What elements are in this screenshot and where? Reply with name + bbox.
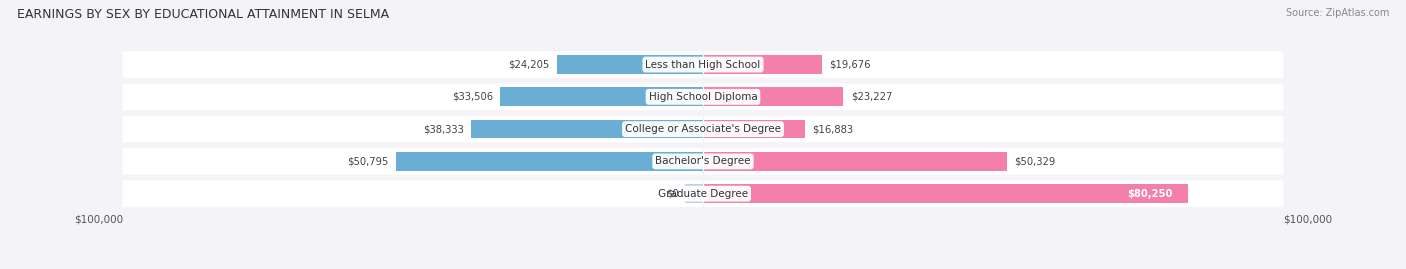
Bar xyxy=(557,55,703,74)
FancyBboxPatch shape xyxy=(122,180,1284,207)
Text: Source: ZipAtlas.com: Source: ZipAtlas.com xyxy=(1285,8,1389,18)
Text: Graduate Degree: Graduate Degree xyxy=(658,189,748,199)
Text: $80,250: $80,250 xyxy=(1128,189,1173,199)
Bar xyxy=(471,120,703,139)
Bar xyxy=(703,152,1007,171)
Text: $0: $0 xyxy=(666,189,679,199)
Text: $19,676: $19,676 xyxy=(830,59,870,70)
Text: High School Diploma: High School Diploma xyxy=(648,92,758,102)
Text: $38,333: $38,333 xyxy=(423,124,464,134)
FancyBboxPatch shape xyxy=(122,84,1284,110)
Bar xyxy=(685,184,703,203)
Text: College or Associate's Degree: College or Associate's Degree xyxy=(626,124,780,134)
Text: $23,227: $23,227 xyxy=(851,92,891,102)
FancyBboxPatch shape xyxy=(122,148,1284,175)
Bar xyxy=(703,120,806,139)
Text: $16,883: $16,883 xyxy=(813,124,853,134)
Text: $50,329: $50,329 xyxy=(1015,156,1056,167)
Text: Bachelor's Degree: Bachelor's Degree xyxy=(655,156,751,167)
FancyBboxPatch shape xyxy=(122,51,1284,78)
Text: $33,506: $33,506 xyxy=(453,92,494,102)
Bar xyxy=(703,87,844,106)
Text: EARNINGS BY SEX BY EDUCATIONAL ATTAINMENT IN SELMA: EARNINGS BY SEX BY EDUCATIONAL ATTAINMEN… xyxy=(17,8,389,21)
Text: $50,795: $50,795 xyxy=(347,156,388,167)
Bar xyxy=(703,55,823,74)
Text: Less than High School: Less than High School xyxy=(645,59,761,70)
FancyBboxPatch shape xyxy=(122,116,1284,142)
Bar xyxy=(703,184,1188,203)
Bar xyxy=(501,87,703,106)
Bar xyxy=(396,152,703,171)
Text: $24,205: $24,205 xyxy=(508,59,550,70)
